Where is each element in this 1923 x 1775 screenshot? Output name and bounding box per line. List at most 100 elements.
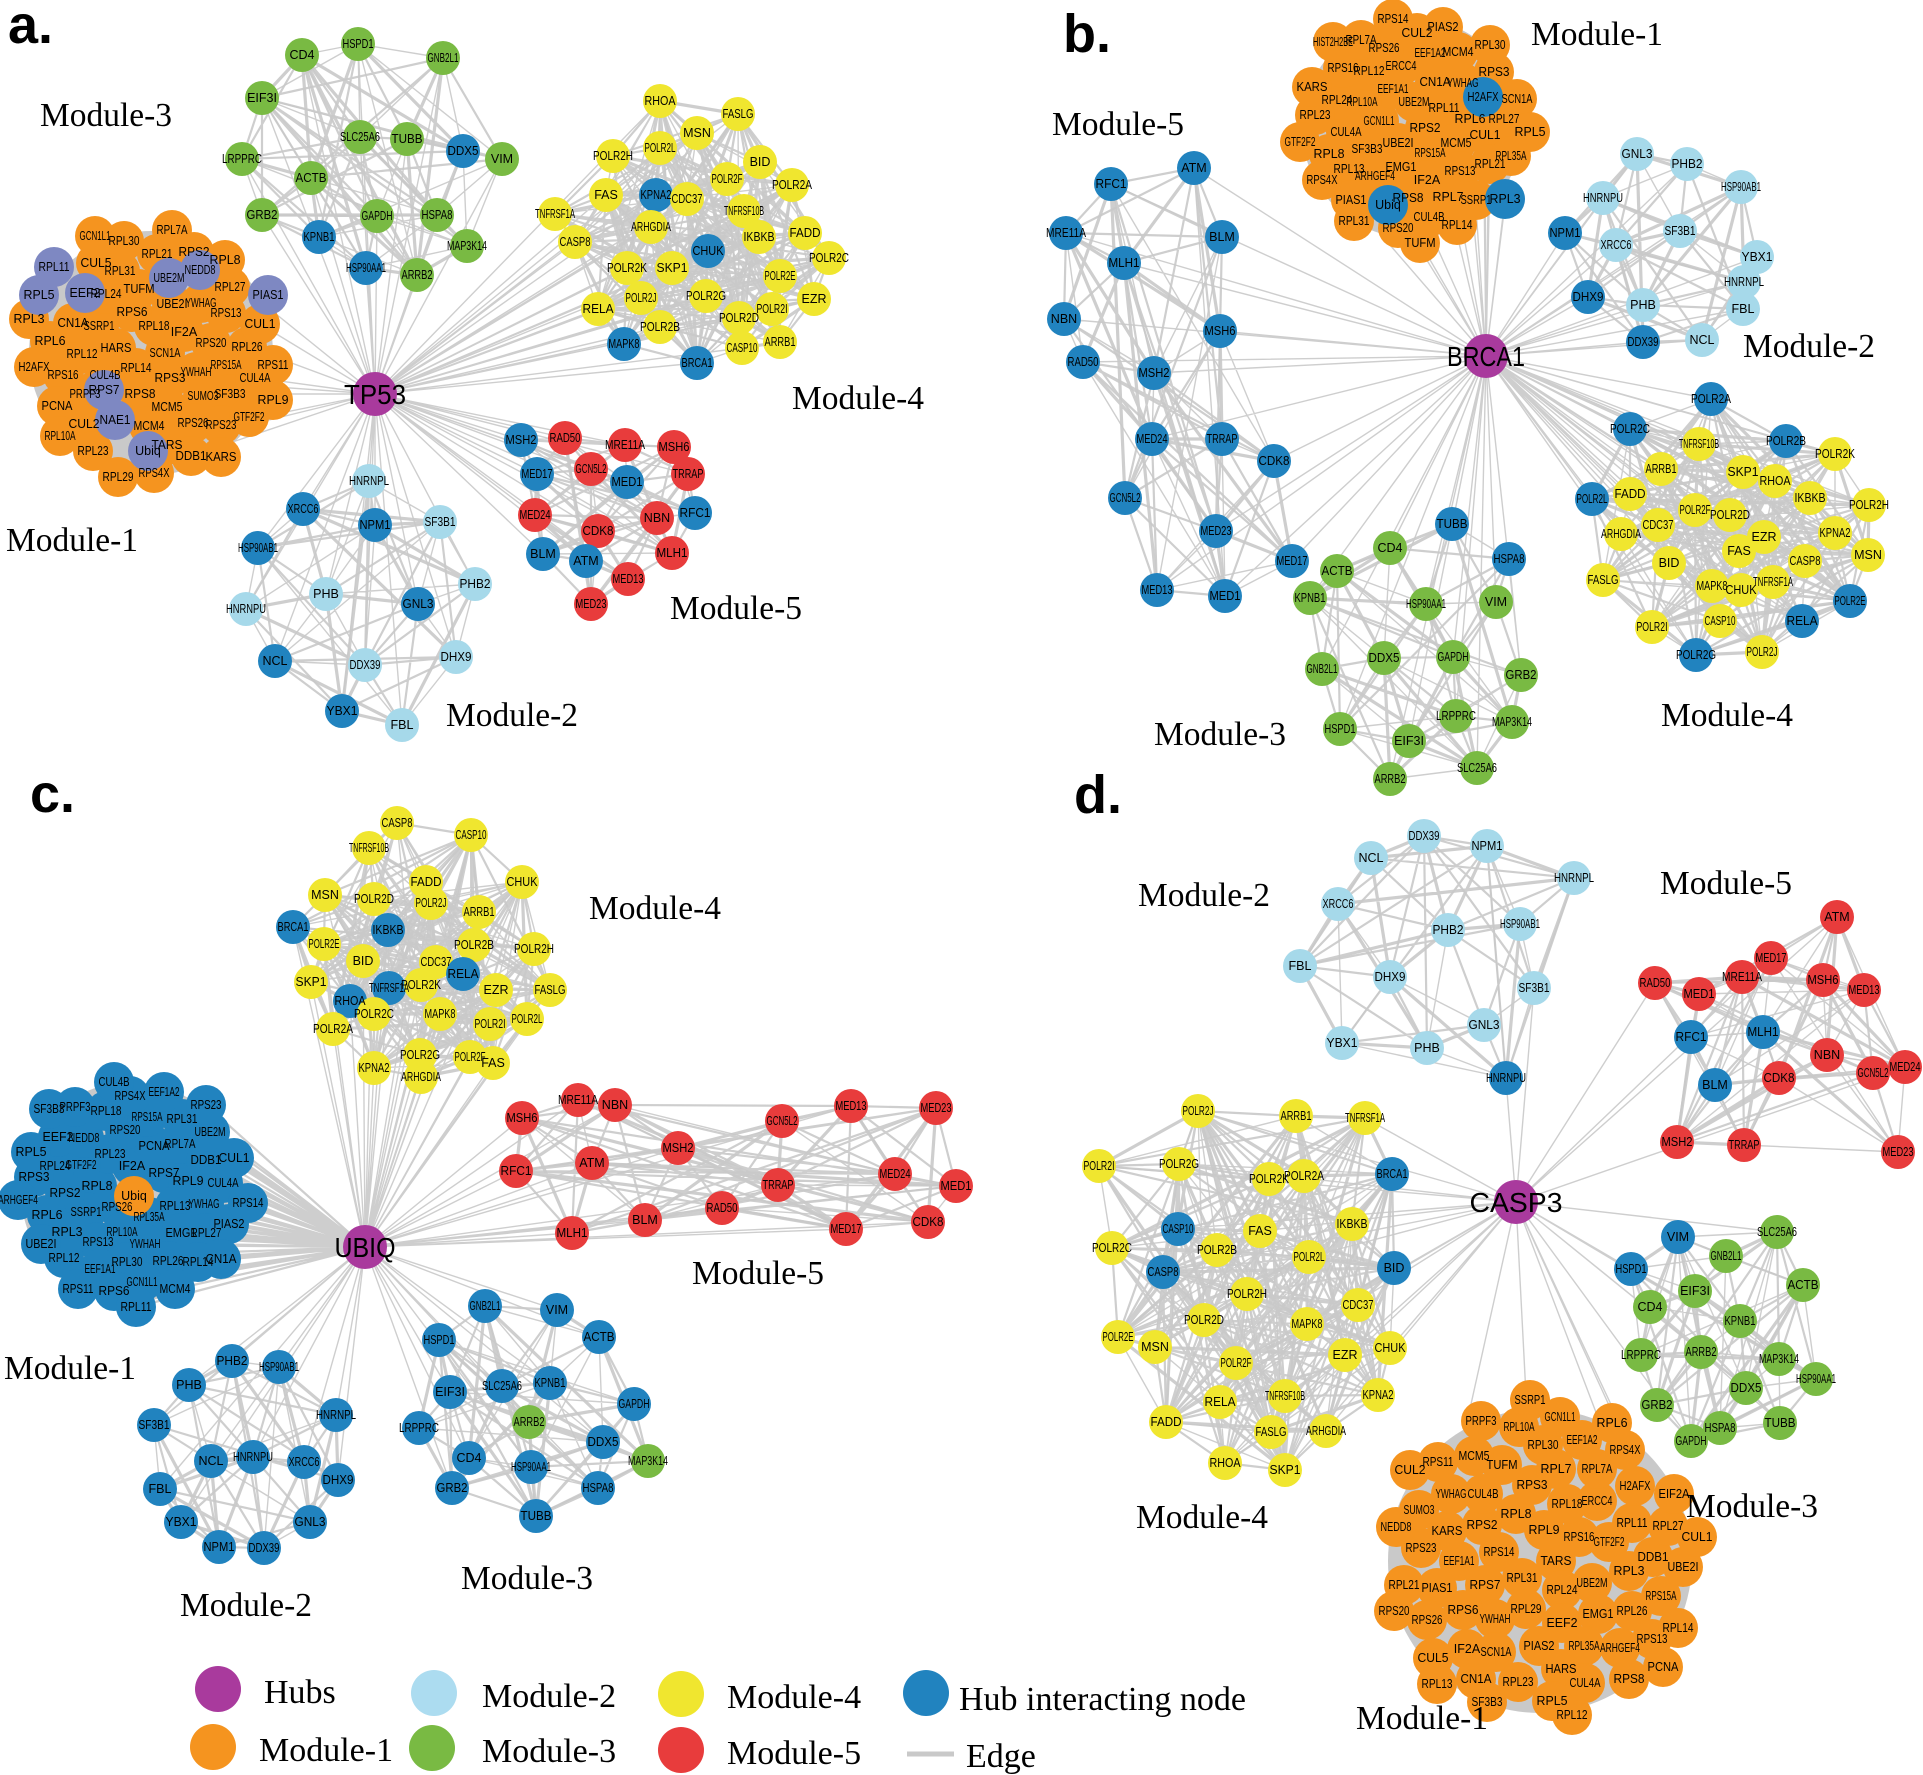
svg-text:Module-2: Module-2: [1743, 328, 1875, 365]
svg-text:XRCC6: XRCC6: [288, 502, 319, 516]
svg-text:GNB2L1: GNB2L1: [1711, 1249, 1742, 1263]
svg-text:RPS26: RPS26: [178, 416, 209, 430]
svg-text:RPL30: RPL30: [112, 1255, 143, 1269]
svg-text:KPNA2: KPNA2: [1363, 1388, 1394, 1402]
svg-text:HSPD1: HSPD1: [1325, 722, 1356, 736]
svg-text:RPS3: RPS3: [155, 371, 186, 385]
svg-text:RPS23: RPS23: [1406, 1541, 1437, 1555]
svg-text:GCN5L2: GCN5L2: [576, 462, 607, 476]
svg-text:RPS8: RPS8: [1614, 1672, 1645, 1686]
svg-text:MED23: MED23: [1201, 524, 1232, 538]
svg-text:DDX39: DDX39: [1628, 335, 1659, 349]
svg-text:RPS15A: RPS15A: [1646, 1589, 1677, 1603]
svg-text:CDC37: CDC37: [1343, 1298, 1374, 1312]
svg-text:BLM: BLM: [1209, 230, 1235, 244]
svg-text:RPS15A: RPS15A: [132, 1110, 163, 1124]
svg-text:MED13: MED13: [1849, 983, 1880, 997]
svg-text:RPL18: RPL18: [1552, 1497, 1583, 1511]
svg-text:PIAS1: PIAS1: [1336, 193, 1367, 207]
svg-text:MSN: MSN: [683, 126, 711, 140]
svg-text:MAPK8: MAPK8: [1292, 1317, 1323, 1331]
svg-text:GTF2F2: GTF2F2: [1594, 1535, 1625, 1549]
svg-text:RPL7A: RPL7A: [157, 223, 189, 237]
svg-text:TUBB: TUBB: [392, 132, 423, 146]
svg-text:SSRP1: SSRP1: [71, 1205, 102, 1219]
svg-text:RFC1: RFC1: [680, 506, 711, 520]
svg-text:ATM: ATM: [579, 1156, 604, 1170]
svg-text:MED13: MED13: [836, 1099, 867, 1113]
svg-text:PHB2: PHB2: [460, 577, 491, 591]
svg-text:RPS14: RPS14: [233, 1196, 264, 1210]
svg-text:KPNB1: KPNB1: [1725, 1314, 1756, 1328]
svg-text:RPS4X: RPS4X: [1307, 173, 1338, 187]
svg-text:RPS6: RPS6: [117, 305, 148, 319]
svg-text:POLR2D: POLR2D: [354, 892, 394, 906]
svg-text:TARS: TARS: [152, 438, 183, 452]
svg-text:CUL5: CUL5: [1418, 1651, 1449, 1665]
svg-text:HNRNPU: HNRNPU: [226, 602, 266, 616]
svg-text:Module-4: Module-4: [1661, 697, 1793, 734]
svg-text:GRB2: GRB2: [247, 208, 278, 222]
svg-text:BRCA1: BRCA1: [278, 920, 309, 934]
svg-text:CDK8: CDK8: [583, 524, 614, 538]
svg-text:RFC1: RFC1: [501, 1164, 532, 1178]
svg-text:a.: a.: [8, 0, 53, 55]
svg-text:RPL3: RPL3: [52, 1225, 83, 1239]
svg-text:ACTB: ACTB: [584, 1330, 615, 1344]
svg-text:Module-3: Module-3: [40, 97, 172, 134]
svg-text:HIST2H2BE: HIST2H2BE: [1313, 35, 1353, 49]
svg-text:CHUK: CHUK: [1375, 1341, 1407, 1355]
svg-text:RPL8: RPL8: [82, 1179, 113, 1193]
svg-text:POLR2J: POLR2J: [1183, 1104, 1214, 1118]
svg-text:RHOA: RHOA: [1210, 1456, 1242, 1470]
svg-text:RELA: RELA: [1205, 1395, 1237, 1409]
svg-text:MCM5: MCM5: [1441, 136, 1472, 150]
svg-text:DHX9: DHX9: [323, 1473, 354, 1487]
svg-text:MAP3K14: MAP3K14: [447, 239, 487, 253]
svg-text:b.: b.: [1063, 4, 1111, 64]
svg-text:EZR: EZR: [1752, 530, 1777, 544]
svg-text:Module-3: Module-3: [1686, 1488, 1818, 1525]
svg-text:POLR2K: POLR2K: [607, 261, 648, 275]
svg-text:RPS13: RPS13: [1445, 164, 1476, 178]
svg-text:RPL14: RPL14: [1442, 218, 1473, 232]
svg-text:YWHAG: YWHAG: [1436, 1487, 1467, 1501]
svg-text:EEF1A1: EEF1A1: [85, 1262, 116, 1276]
svg-text:POLR2A: POLR2A: [772, 178, 813, 192]
svg-text:EZR: EZR: [484, 983, 509, 997]
svg-text:PIAS1: PIAS1: [253, 288, 284, 302]
svg-text:MRE11A: MRE11A: [1722, 970, 1763, 984]
svg-text:RPL14: RPL14: [183, 1255, 214, 1269]
svg-text:ERCC4: ERCC4: [1582, 1494, 1613, 1508]
svg-text:RPL29: RPL29: [103, 470, 134, 484]
svg-text:CDK8: CDK8: [1764, 1071, 1795, 1085]
svg-text:RPS16: RPS16: [1328, 61, 1359, 75]
svg-text:Module-4: Module-4: [792, 380, 924, 417]
svg-text:RPS23: RPS23: [206, 418, 237, 432]
svg-text:RPL3: RPL3: [14, 312, 45, 326]
svg-text:POLR2I: POLR2I: [1637, 620, 1668, 634]
svg-text:RPL35A: RPL35A: [134, 1210, 165, 1224]
svg-text:LRPPRC: LRPPRC: [399, 1421, 439, 1435]
svg-text:RPL13: RPL13: [160, 1199, 191, 1213]
svg-text:RFC1: RFC1: [1676, 1030, 1707, 1044]
svg-text:MED1: MED1: [612, 475, 643, 489]
svg-text:RHOA: RHOA: [1760, 474, 1792, 488]
svg-text:RPL23: RPL23: [78, 444, 109, 458]
svg-text:RPL27: RPL27: [191, 1226, 222, 1240]
svg-text:ARRB2: ARRB2: [402, 268, 433, 282]
svg-text:POLR2B: POLR2B: [1766, 434, 1806, 448]
svg-text:FAS: FAS: [481, 1056, 505, 1070]
svg-text:EEF1A2: EEF1A2: [1415, 46, 1446, 60]
svg-text:POLR2G: POLR2G: [686, 289, 726, 303]
svg-text:Module-5: Module-5: [692, 1255, 824, 1292]
svg-text:RPL18: RPL18: [91, 1104, 122, 1118]
svg-text:NCL: NCL: [262, 654, 287, 668]
svg-text:UBE2I: UBE2I: [1668, 1560, 1699, 1574]
svg-text:RPS11: RPS11: [63, 1282, 94, 1296]
svg-text:ARHGDIA: ARHGDIA: [401, 1070, 441, 1084]
svg-text:TNFRSF1A: TNFRSF1A: [535, 207, 575, 221]
svg-text:KPNB1: KPNB1: [304, 230, 335, 244]
svg-text:DHX9: DHX9: [1375, 970, 1406, 984]
svg-text:SCN1A: SCN1A: [150, 346, 181, 360]
